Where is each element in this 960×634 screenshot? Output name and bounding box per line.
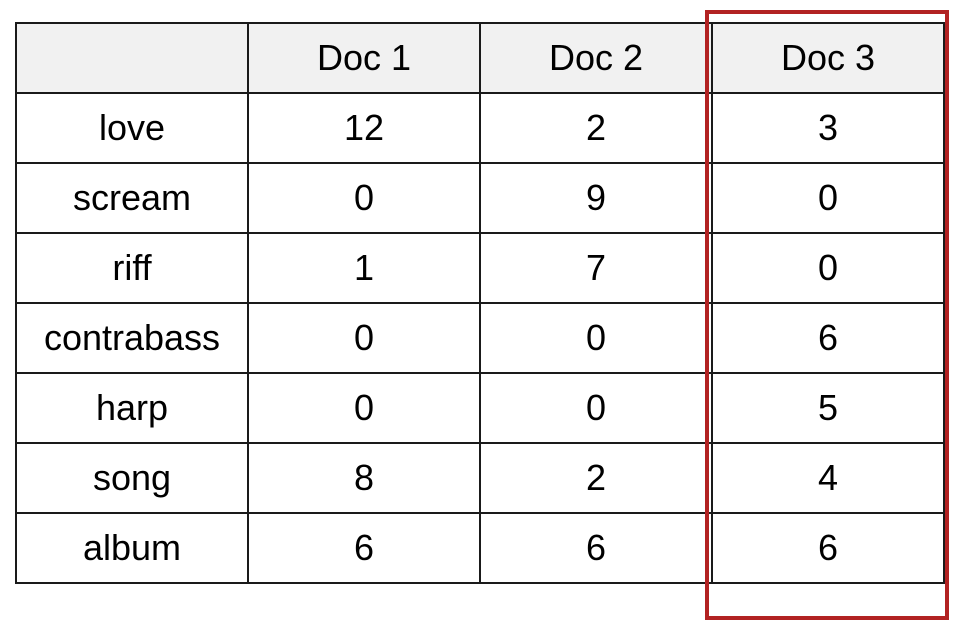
header-row: Doc 1 Doc 2 Doc 3 (15, 22, 945, 94)
term-cell: love (15, 92, 249, 164)
table-row: riff 1 7 0 (15, 232, 945, 304)
term-cell: song (15, 442, 249, 514)
count-cell: 8 (247, 442, 481, 514)
table-row: scream 0 9 0 (15, 162, 945, 234)
count-cell: 0 (711, 162, 945, 234)
count-cell: 6 (479, 512, 713, 584)
term-cell: riff (15, 232, 249, 304)
header-doc-2: Doc 2 (479, 22, 713, 94)
count-cell: 0 (479, 302, 713, 374)
count-cell: 9 (479, 162, 713, 234)
term-document-matrix: Doc 1 Doc 2 Doc 3 love 12 2 3 scream 0 9… (15, 22, 945, 584)
count-cell: 5 (711, 372, 945, 444)
term-cell: album (15, 512, 249, 584)
count-cell: 0 (247, 302, 481, 374)
count-cell: 6 (247, 512, 481, 584)
count-cell: 6 (711, 302, 945, 374)
count-cell: 0 (711, 232, 945, 304)
table-row: contrabass 0 0 6 (15, 302, 945, 374)
term-cell: harp (15, 372, 249, 444)
count-cell: 6 (711, 512, 945, 584)
term-cell: scream (15, 162, 249, 234)
header-corner-cell (15, 22, 249, 94)
term-cell: contrabass (15, 302, 249, 374)
count-cell: 7 (479, 232, 713, 304)
header-doc-1: Doc 1 (247, 22, 481, 94)
table-row: harp 0 0 5 (15, 372, 945, 444)
header-doc-3: Doc 3 (711, 22, 945, 94)
count-cell: 0 (247, 162, 481, 234)
table-row: album 6 6 6 (15, 512, 945, 584)
count-cell: 0 (479, 372, 713, 444)
count-cell: 3 (711, 92, 945, 164)
count-cell: 2 (479, 442, 713, 514)
count-cell: 1 (247, 232, 481, 304)
count-cell: 12 (247, 92, 481, 164)
count-cell: 2 (479, 92, 713, 164)
table-row: love 12 2 3 (15, 92, 945, 164)
table-row: song 8 2 4 (15, 442, 945, 514)
count-cell: 0 (247, 372, 481, 444)
count-cell: 4 (711, 442, 945, 514)
